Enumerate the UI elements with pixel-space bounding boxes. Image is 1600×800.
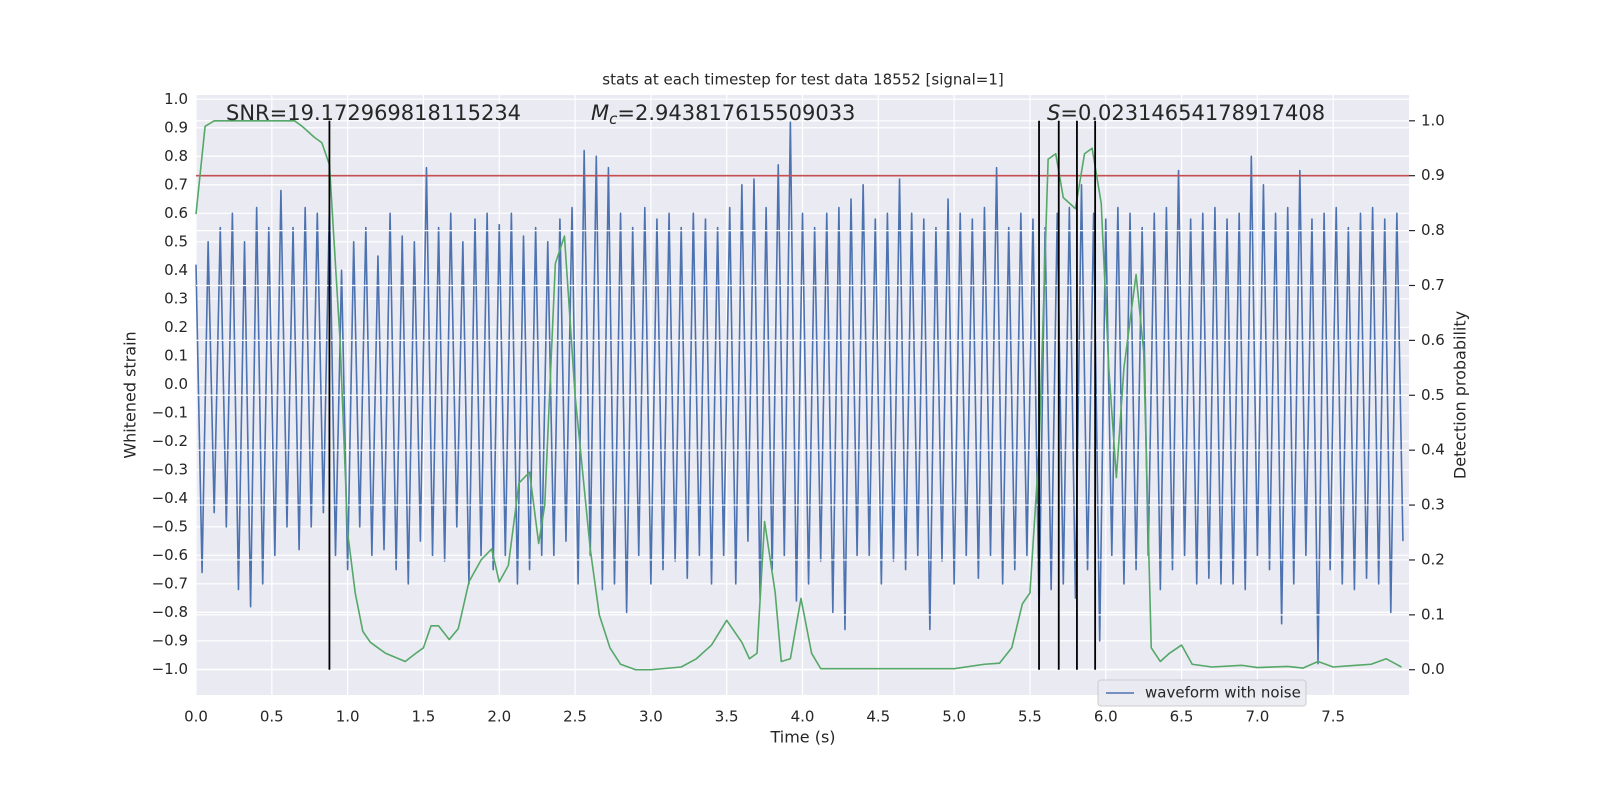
y2-tick-label: 0.7 [1421, 276, 1445, 294]
y-axis-label: Whitened strain [121, 331, 140, 458]
x-tick-label: 7.0 [1245, 708, 1269, 726]
y2-axis-label: Detection probability [1451, 311, 1470, 479]
y2-tick-label: 0.5 [1421, 386, 1445, 404]
x-tick-label: 0.0 [184, 708, 208, 726]
y-tick-label: 0.6 [164, 204, 188, 222]
y-tick-label: −0.3 [152, 460, 188, 478]
legend-box [1097, 679, 1307, 707]
y-tick-label: −0.4 [152, 489, 188, 507]
annotation-part: M [591, 101, 609, 125]
annotation-part: =0.02314654178917408 [1060, 101, 1325, 125]
y-tick-label: 0.0 [164, 375, 188, 393]
y2-tick-label: 0.4 [1421, 441, 1445, 459]
y-tick-label: 0.2 [164, 318, 188, 336]
x-tick-label: 5.0 [942, 708, 966, 726]
y2-tick-label: 0.3 [1421, 496, 1445, 514]
x-tick-label: 4.5 [866, 708, 890, 726]
x-tick-label: 1.0 [336, 708, 360, 726]
y2-tick-label: 0.6 [1421, 331, 1445, 349]
y-tick-label: 0.8 [164, 147, 188, 165]
y2-tick-label: 1.0 [1421, 111, 1445, 129]
x-tick-label: 7.5 [1321, 708, 1345, 726]
annotation-part: =2.943817615509033 [617, 101, 855, 125]
x-tick-label: 4.0 [791, 708, 815, 726]
y-tick-label: 0.5 [164, 232, 188, 250]
x-tick-label: 6.5 [1170, 708, 1194, 726]
y2-tick-label: 0.2 [1421, 550, 1445, 568]
y-tick-label: −1.0 [152, 660, 188, 678]
annotation: S=0.02314654178917408 [1047, 101, 1325, 125]
x-axis-label: Time (s) [769, 728, 835, 747]
y-tick-label: 0.3 [164, 289, 188, 307]
y2-tick-label: 0.1 [1421, 605, 1445, 623]
x-tick-label: 1.5 [412, 708, 436, 726]
y-tick-label: −0.6 [152, 546, 188, 564]
y-tick-label: 0.1 [164, 346, 188, 364]
y2-tick-label: 0.0 [1421, 660, 1445, 678]
y2-tick-label: 0.9 [1421, 166, 1445, 184]
legend-label: waveform with noise [1145, 684, 1301, 702]
x-tick-label: 6.0 [1094, 708, 1118, 726]
x-tick-label: 2.5 [563, 708, 587, 726]
annotation-part: c [609, 110, 618, 128]
annotation-part: SNR=19.172969818115234 [226, 101, 521, 125]
y-tick-label: −0.8 [152, 603, 188, 621]
y-tick-label: −0.1 [152, 403, 188, 421]
y-tick-label: −0.7 [152, 574, 188, 592]
series-line [195, 121, 1404, 665]
x-tick-label: 5.5 [1018, 708, 1042, 726]
y-tick-label: −0.5 [152, 517, 188, 535]
annotation: Mc=2.943817615509033 [591, 101, 855, 128]
y-tick-label: 0.4 [164, 261, 188, 279]
chart-title: stats at each timestep for test data 185… [602, 71, 1003, 89]
x-tick-label: 3.5 [715, 708, 739, 726]
y-tick-label: 0.9 [164, 118, 188, 136]
x-tick-label: 0.5 [260, 708, 284, 726]
y-tick-label: −0.9 [152, 631, 188, 649]
y-tick-label: 1.0 [164, 90, 188, 108]
x-tick-label: 2.0 [487, 708, 511, 726]
series-line [195, 120, 1402, 671]
y-tick-label: 0.7 [164, 175, 188, 193]
x-tick-label: 3.0 [639, 708, 663, 726]
y2-tick-label: 0.8 [1421, 221, 1445, 239]
y-tick-label: −0.2 [152, 432, 188, 450]
annotation: SNR=19.172969818115234 [226, 101, 521, 125]
annotation-part: S [1047, 101, 1060, 125]
